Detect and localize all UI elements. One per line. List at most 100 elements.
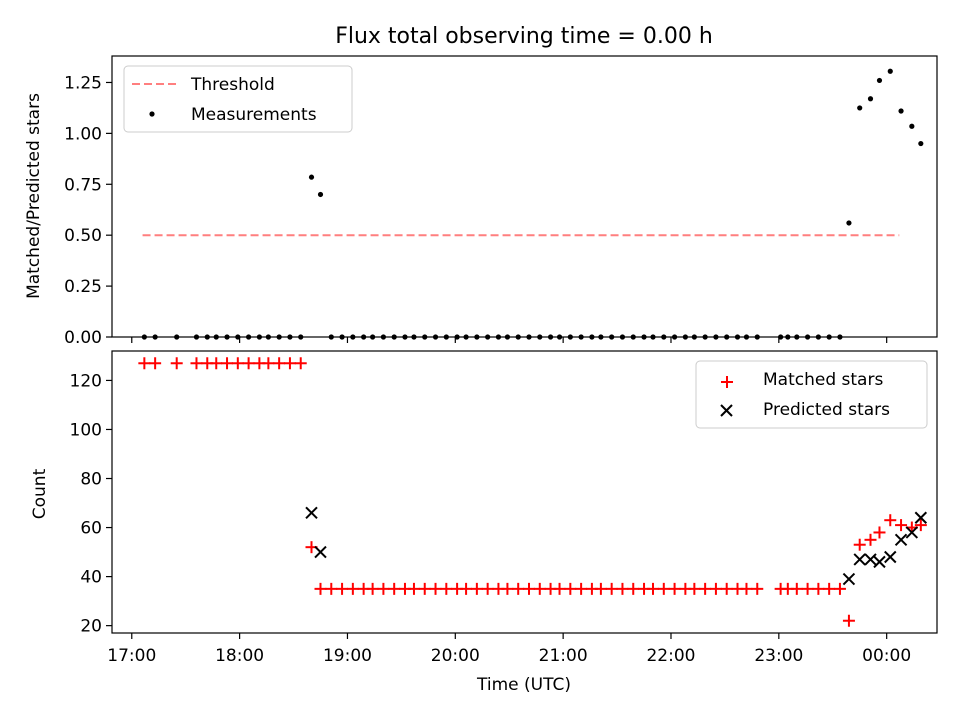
measurement-point — [691, 334, 697, 340]
measurement-point — [463, 334, 469, 340]
predicted-star-stroke-b — [864, 553, 877, 566]
top-y-tick-label: 0.00 — [64, 328, 102, 348]
measurement-point — [909, 123, 915, 129]
matched-star-point — [873, 526, 886, 539]
measurement-point — [743, 334, 750, 340]
measurement-point — [876, 77, 883, 84]
measurement-point — [661, 334, 667, 340]
measurement-point — [391, 334, 397, 340]
matched-star-point — [605, 582, 618, 595]
matched-star-point — [699, 582, 712, 595]
legend-measurements-marker — [149, 111, 155, 117]
matched-star-point — [564, 582, 577, 595]
matched-star-point — [325, 582, 338, 595]
bottom-legend: Matched stars Predicted stars — [695, 360, 928, 429]
measurement-point — [317, 191, 324, 198]
matched-star-point — [842, 614, 855, 627]
matched-star-point — [801, 582, 814, 595]
matched-star-point — [314, 582, 327, 595]
matched-star-point — [273, 357, 286, 370]
matched-star-point — [553, 582, 566, 595]
measurement-point — [474, 334, 480, 340]
measurement-point — [857, 105, 863, 111]
matched-star-point — [294, 357, 307, 370]
legend-predicted-label: Predicted stars — [763, 400, 890, 420]
predicted-star-point — [314, 545, 327, 559]
predicted-star-stroke-b — [914, 511, 928, 524]
measurement-point — [287, 334, 293, 340]
matched-star-point — [407, 582, 420, 595]
measurement-point — [328, 334, 334, 340]
measurement-point — [256, 334, 262, 340]
measurement-point — [526, 334, 532, 340]
measurement-point — [630, 334, 636, 340]
matched-star-point — [190, 357, 203, 370]
measurement-point — [141, 334, 147, 340]
measurement-point — [193, 334, 200, 340]
bottom-panel: 20 40 60 80 100 120 17:00 18:00 19:00 20:00 21:00 2… — [30, 350, 938, 695]
matched-star-point — [418, 582, 431, 595]
matched-star-point — [366, 582, 379, 595]
x-tick-label: 17:00 — [107, 646, 156, 666]
top-plot-area: 0.00 0.25 0.50 0.75 1.00 1.25 — [64, 55, 938, 348]
x-tick-label: 23:00 — [754, 646, 803, 666]
measurement-point — [682, 334, 688, 340]
predicted-star-stroke-b — [894, 533, 908, 547]
matched-star-point — [429, 582, 442, 595]
bottom-y-tick-label: 40 — [80, 568, 102, 588]
predicted-star-point — [305, 506, 318, 520]
top-panel: Flux total observing time = 0.00 h 0.000… — [24, 24, 938, 348]
matched-star-point — [812, 582, 825, 595]
matched-star-point — [149, 357, 162, 370]
measurement-point — [547, 334, 554, 340]
predicted-star-stroke-b — [905, 526, 919, 539]
matched-star-point — [262, 357, 275, 370]
top-plot-frame — [111, 55, 938, 338]
matched-star-point — [346, 582, 359, 595]
bottom-plot-frame — [111, 350, 938, 634]
matched-star-point — [377, 582, 390, 595]
x-tick-label: 22:00 — [646, 646, 695, 666]
measurement-point — [641, 334, 647, 340]
measurement-point — [650, 334, 656, 340]
measurement-point — [837, 334, 843, 340]
measurement-point — [276, 334, 282, 340]
x-tick-label: 18:00 — [215, 646, 264, 666]
matched-star-point — [460, 582, 473, 595]
predicted-star-point — [853, 553, 866, 566]
measurement-point — [578, 334, 584, 340]
measurement-point — [224, 334, 230, 340]
top-y-axis-label: Matched/Predicted stars — [24, 93, 44, 299]
matched-star-point — [895, 519, 908, 532]
x-tick-label: 21:00 — [539, 646, 588, 666]
matched-star-point — [512, 582, 525, 595]
matched-star-point — [470, 582, 483, 595]
predicted-star-stroke-b — [314, 545, 327, 559]
matched-star-point — [170, 357, 183, 370]
bottom-y-tick-label: 60 — [80, 519, 102, 539]
measurement-point — [867, 96, 874, 102]
matched-star-point — [823, 582, 836, 595]
measurement-point — [235, 334, 241, 340]
legend-threshold-label: Threshold — [190, 75, 275, 95]
measurement-point — [411, 334, 417, 340]
matched-star-point — [221, 357, 234, 370]
matched-star-point — [138, 357, 151, 370]
measurement-point — [556, 334, 563, 340]
top-legend-box — [123, 65, 353, 133]
matched-star-point — [884, 514, 897, 527]
x-axis-label: Time (UTC) — [476, 675, 571, 695]
matched-star-point — [210, 357, 223, 370]
measurement-point — [204, 334, 210, 340]
legend-matched-label: Matched stars — [763, 370, 883, 390]
matched-star-point — [709, 582, 722, 595]
predicted-star-point — [894, 533, 908, 547]
measurement-point — [515, 334, 521, 340]
matched-star-point — [751, 582, 764, 595]
predicted-star-stroke-b — [873, 555, 886, 569]
matched-star-point — [242, 357, 255, 370]
predicted-star-point — [873, 555, 886, 569]
matched-star-point — [481, 582, 494, 595]
matched-star-point — [627, 582, 640, 595]
measurement-point — [350, 334, 356, 340]
